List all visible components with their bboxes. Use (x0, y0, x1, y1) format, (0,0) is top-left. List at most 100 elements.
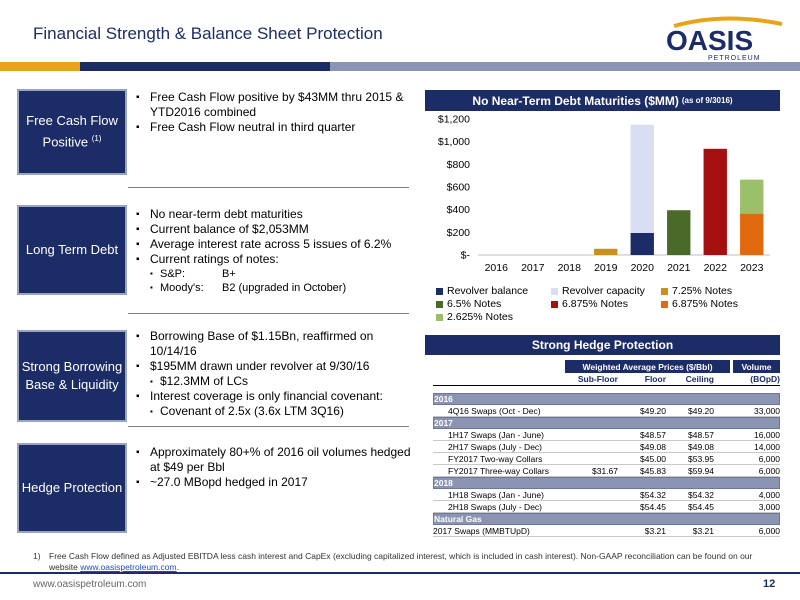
hedge-protection-bullets: Approximately 80+% of 2016 oil volumes h… (136, 445, 421, 490)
table-cell: 4,000 (758, 489, 780, 500)
table-cell: 2H17 Swaps (July - Dec) (448, 441, 543, 452)
table-cell: Floor (644, 374, 666, 384)
table-section-row: 2018 (433, 477, 780, 489)
table-cell: $49.08 (640, 441, 666, 452)
y-tick-label: $1,200 (438, 114, 470, 126)
bullet: No near-term debt maturities (136, 207, 416, 222)
section-label-hedge-protection: Hedge Protection (17, 443, 127, 533)
bullet: Interest coverage is only financial cove… (136, 389, 411, 404)
table-cell: 14,000 (754, 441, 780, 452)
divider (128, 426, 409, 427)
table-cell: $54.45 (688, 501, 714, 512)
bar (630, 124, 654, 233)
borrowing-base-bullets: Borrowing Base of $1.15Bn, reaffirmed on… (136, 329, 411, 419)
table-row: FY2017 Three-way Collars $31.67 $45.83 $59.… (433, 465, 780, 477)
table-cell: $49.20 (640, 405, 666, 416)
x-tick-label: 2016 (485, 262, 509, 274)
bullet: Approximately 80+% of 2016 oil volumes h… (136, 445, 421, 475)
table-cell: FY2017 Three-way Collars (448, 465, 549, 476)
section-label-borrowing-base: Strong Borrowing Base & Liquidity (17, 330, 127, 422)
legend-item: 6.875% Notes (661, 298, 776, 310)
table-cell: 16,000 (754, 429, 780, 440)
legend-label: 2.625% Notes (447, 311, 513, 323)
table-section-row: Natural Gas (433, 513, 780, 525)
legend-item: Revolver balance (436, 285, 551, 297)
legend-swatch (436, 300, 443, 308)
table-cell: 33,000 (754, 405, 780, 416)
legend-swatch (436, 313, 443, 321)
legend-swatch (436, 287, 443, 295)
legend-swatch (661, 300, 668, 308)
footer-website: www.oasispetroleum.com (33, 579, 147, 590)
bullet: ~27.0 MBopd hedged in 2017 (136, 475, 421, 490)
legend-label: Revolver capacity (562, 285, 645, 297)
y-tick-label: $800 (447, 159, 471, 171)
top-color-bar (0, 62, 800, 71)
legend-label: 7.25% Notes (672, 285, 733, 297)
legend-item: Revolver capacity (551, 285, 661, 297)
y-tick-label: $600 (447, 182, 471, 194)
legend-item: 6.5% Notes (436, 298, 551, 310)
table-section-row: 2016 (433, 393, 780, 405)
chart-legend: Revolver balance Revolver capacity 7.25% N… (436, 285, 786, 323)
table-cell: 2017 Swaps (MMBTUpD) (433, 525, 530, 536)
bullet: Current balance of $2,053MM (136, 222, 416, 237)
table-cell: $49.20 (688, 405, 714, 416)
rating-moodys: Moody's:B2 (upgraded in October) (136, 281, 416, 295)
table-section-row: 2017 (433, 417, 780, 429)
table-cell: $54.45 (640, 501, 666, 512)
bullet: Average interest rate across 5 issues of… (136, 237, 416, 252)
x-tick-label: 2023 (740, 262, 764, 274)
sub-bullet: Covenant of 2.5x (3.6x LTM 3Q16) (136, 404, 411, 419)
debt-maturities-chart: $- $200 $400 $600 $800 $1,000 $1,200 2016 2017 20… (438, 114, 770, 274)
divider (128, 187, 409, 188)
table-row: FY2017 Two-way Collars $45.00 $53.95 6,000 (433, 453, 780, 465)
table-cell: $31.67 (592, 465, 618, 476)
bar (667, 210, 691, 255)
bullet: Free Cash Flow neutral in third quarter (136, 120, 411, 135)
y-tick-label: $- (461, 250, 471, 262)
table-cell: 1H18 Swaps (Jan - June) (448, 489, 544, 500)
table-cell: $45.83 (640, 465, 666, 476)
svg-text:PETROLEUM: PETROLEUM (708, 55, 761, 62)
table-cell: FY2017 Two-way Collars (448, 453, 543, 464)
rating-sp: S&P:B+ (136, 267, 416, 281)
bullet: Borrowing Base of $1.15Bn, reaffirmed on… (136, 329, 411, 359)
bar (740, 213, 764, 255)
table-cell: 2H18 Swaps (July - Dec) (448, 501, 543, 512)
table-cell: $3.21 (692, 525, 714, 536)
volume-header: Volume (733, 360, 780, 373)
table-cell: Ceiling (685, 374, 714, 384)
website-link[interactable]: www.oasispetroleum.com (80, 562, 177, 572)
hedge-header: Strong Hedge Protection (425, 335, 780, 355)
x-tick-label: 2019 (594, 262, 618, 274)
table-cell: $54.32 (640, 489, 666, 500)
section-label-free-cash-flow: Free Cash Flow Positive (1) (17, 89, 127, 175)
y-tick-label: $1,000 (438, 136, 470, 148)
x-tick-label: 2022 (704, 262, 728, 274)
page-number: 12 (763, 578, 776, 590)
table-cell: $3.21 (644, 525, 666, 536)
table-row: 2H17 Swaps (July - Dec) $49.08 $49.08 14,00… (433, 441, 780, 453)
table-cell: 2016 (434, 394, 453, 404)
sub-bullet: $12.3MM of LCs (136, 374, 411, 389)
table-cell: Sub-Floor (577, 374, 618, 384)
x-tick-label: 2021 (667, 262, 691, 274)
x-tick-label: 2020 (631, 262, 655, 274)
table-cell: 6,000 (758, 453, 780, 464)
legend-swatch (551, 300, 558, 308)
y-tick-label: $200 (447, 227, 471, 239)
bar (703, 148, 727, 255)
table-cell: 2017 (434, 418, 453, 428)
table-cell: $45.00 (640, 453, 666, 464)
table-cell: $53.95 (688, 453, 714, 464)
footer-rule (0, 572, 800, 574)
page-title: Financial Strength & Balance Sheet Prote… (33, 24, 383, 43)
table-cell: 6,000 (758, 465, 780, 476)
table-row: 4Q16 Swaps (Oct - Dec) $49.20 $49.20 33,000 (433, 405, 780, 417)
hedge-table: Sub-Floor Floor Ceiling (BOpD) 2016 4Q16 Swap… (433, 373, 780, 537)
svg-text:OASIS: OASIS (666, 25, 753, 56)
table-cell: $59.94 (688, 465, 714, 476)
bullet: Current ratings of notes: (136, 252, 416, 267)
x-tick-label: 2017 (521, 262, 545, 274)
